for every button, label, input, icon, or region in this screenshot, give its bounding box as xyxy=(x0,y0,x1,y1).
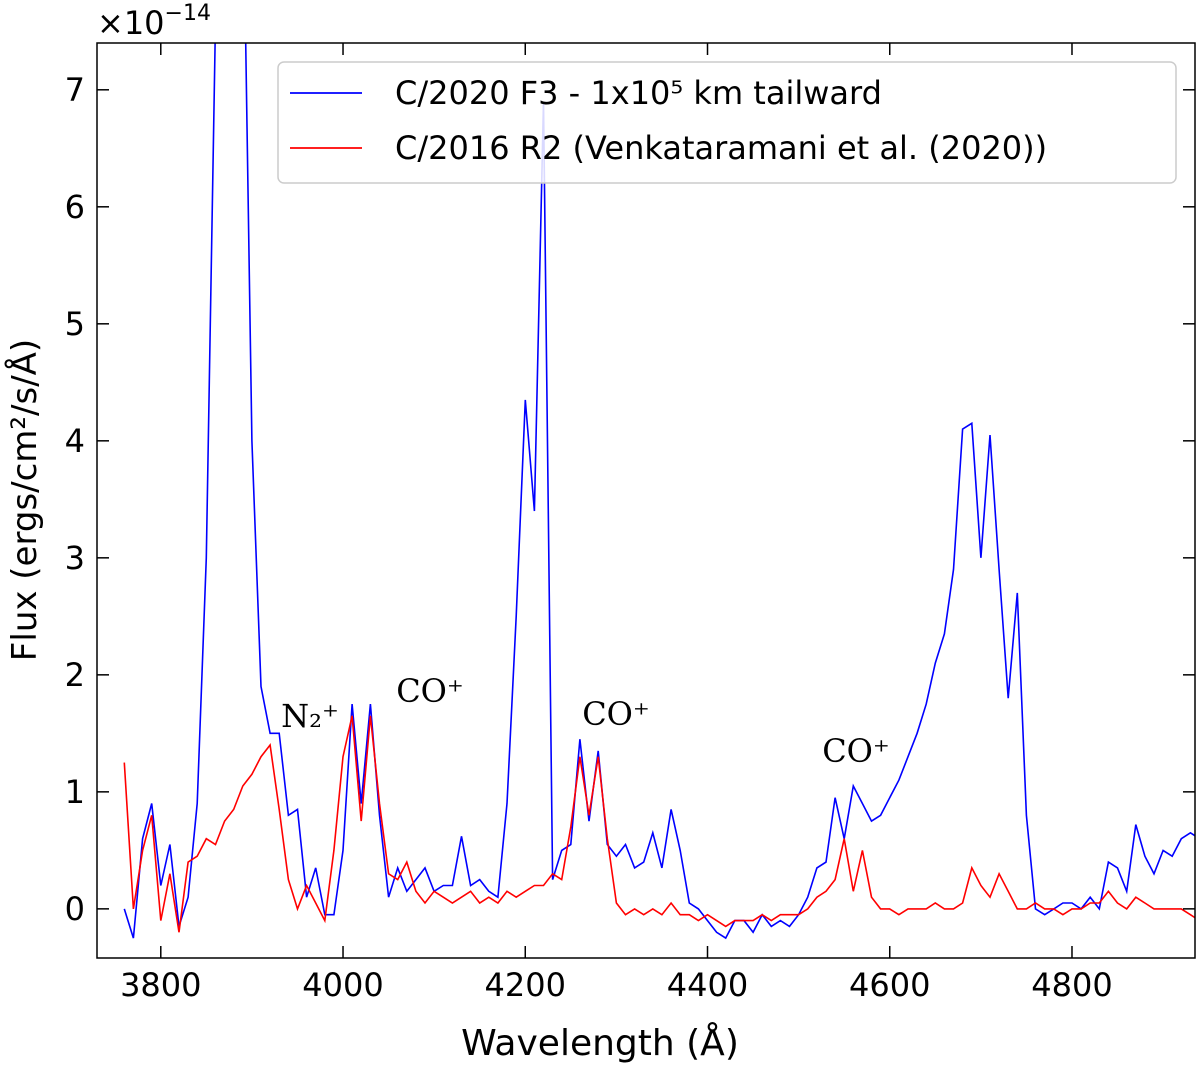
legend-label: C/2020 F3 - 1x10⁵ km tailward xyxy=(395,74,882,112)
y-tick-label: 3 xyxy=(65,539,85,577)
offset-exponent: −14 xyxy=(165,1,211,26)
series-group xyxy=(123,43,1195,940)
y-tick-label: 6 xyxy=(65,188,85,226)
y-tick-label: 2 xyxy=(65,656,85,694)
y-tick-label: 7 xyxy=(65,71,85,109)
y-tick-label: 4 xyxy=(65,422,85,460)
x-tick-label: 4800 xyxy=(1031,966,1112,1004)
annotation: CO⁺ xyxy=(582,695,650,733)
x-tick-label: 4400 xyxy=(667,966,748,1004)
series-line xyxy=(123,43,1195,940)
y-axis-label: Flux (ergs/cm²/s/Å) xyxy=(4,339,45,661)
annotation: CO⁺ xyxy=(396,672,464,710)
y-tick-label: 1 xyxy=(65,773,85,811)
legend-box xyxy=(277,61,1177,184)
annotation: N₂⁺ xyxy=(281,697,339,735)
x-tick-label: 3800 xyxy=(120,966,201,1004)
y-tick-label: 5 xyxy=(65,305,85,343)
x-tick-label: 4000 xyxy=(302,966,383,1004)
annotation: CO⁺ xyxy=(822,732,890,770)
x-axis-label: Wavelength (Å) xyxy=(461,1021,739,1064)
legend-label: C/2016 R2 (Venkataramani et al. (2020)) xyxy=(395,129,1047,167)
plot-frame xyxy=(96,42,1196,959)
x-tick-label: 4200 xyxy=(485,966,566,1004)
y-tick-label: 0 xyxy=(65,890,85,928)
y-offset-label: ×10−14 xyxy=(97,1,211,42)
x-tick-label: 4600 xyxy=(849,966,930,1004)
offset-base: ×10 xyxy=(97,4,165,42)
series-line xyxy=(123,715,1195,933)
